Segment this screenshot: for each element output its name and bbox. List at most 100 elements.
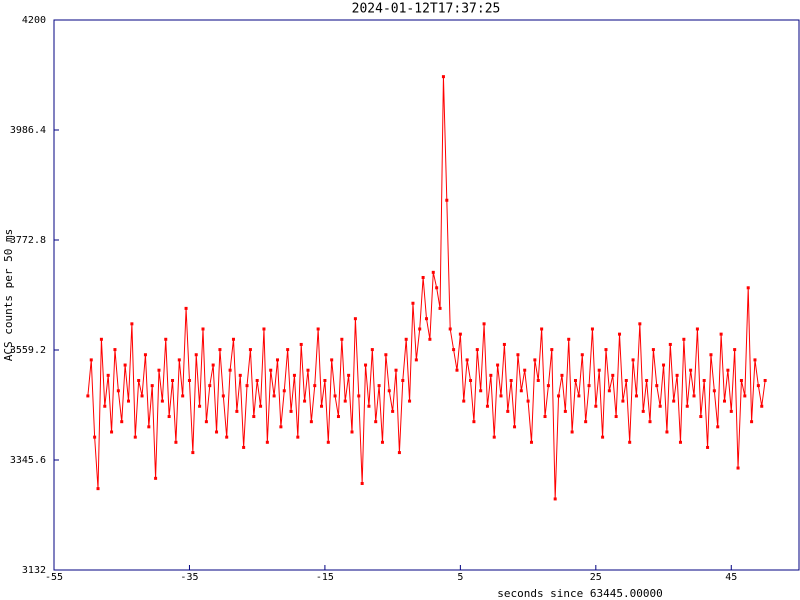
data-point xyxy=(306,368,310,372)
data-point xyxy=(492,435,496,439)
data-point xyxy=(529,440,533,444)
data-point xyxy=(452,348,456,352)
data-point xyxy=(218,348,222,352)
data-point xyxy=(482,322,486,326)
data-point xyxy=(655,384,659,388)
data-point xyxy=(455,368,459,372)
data-point xyxy=(604,348,608,352)
data-point xyxy=(394,368,398,372)
data-point xyxy=(309,420,313,424)
data-point xyxy=(658,404,662,408)
data-point xyxy=(116,389,120,393)
data-point xyxy=(140,394,144,398)
x-tick-label: 45 xyxy=(725,572,737,583)
data-point xyxy=(106,373,110,377)
data-point xyxy=(425,317,428,321)
x-tick-label: -35 xyxy=(180,572,198,583)
data-point xyxy=(574,378,577,382)
data-point xyxy=(672,399,676,403)
chart-title: 2024-01-12T17:37:25 xyxy=(352,2,501,17)
data-point xyxy=(377,384,381,388)
data-point xyxy=(641,409,645,413)
data-point xyxy=(648,420,652,424)
data-point xyxy=(509,378,513,382)
data-point xyxy=(299,342,303,346)
data-point xyxy=(472,420,476,424)
data-point xyxy=(587,384,591,388)
data-point xyxy=(259,404,263,408)
data-point xyxy=(96,487,100,491)
data-point xyxy=(397,451,401,455)
data-point xyxy=(563,409,567,413)
data-point xyxy=(485,404,489,408)
data-point xyxy=(408,399,412,403)
data-point xyxy=(668,342,672,346)
data-point xyxy=(431,270,435,274)
data-point xyxy=(303,399,307,403)
x-axis-label: seconds since 63445.00000 xyxy=(497,587,663,600)
data-point xyxy=(265,440,269,444)
data-point xyxy=(215,430,219,434)
data-point xyxy=(330,358,334,362)
data-point xyxy=(739,378,743,382)
data-point xyxy=(93,435,97,439)
data-point xyxy=(160,399,164,403)
data-point xyxy=(120,420,124,424)
data-point xyxy=(753,358,757,362)
data-point xyxy=(242,445,246,449)
data-point xyxy=(137,378,141,382)
data-point xyxy=(387,389,391,393)
data-point xyxy=(699,415,703,419)
data-point xyxy=(665,430,669,434)
data-point xyxy=(154,476,158,480)
y-tick-label: 3986.4 xyxy=(10,125,46,136)
data-point xyxy=(441,75,445,79)
data-point xyxy=(110,430,114,434)
data-point xyxy=(414,358,418,362)
data-point xyxy=(756,384,760,388)
data-point xyxy=(174,440,178,444)
data-point xyxy=(675,373,679,377)
data-point xyxy=(678,440,682,444)
x-tick-label: -55 xyxy=(45,572,63,583)
y-tick-label: 3132 xyxy=(22,565,46,576)
data-point xyxy=(570,430,574,434)
y-tick-label: 4200 xyxy=(22,15,46,26)
data-point xyxy=(367,404,371,408)
data-point xyxy=(523,368,527,372)
data-point xyxy=(364,363,368,367)
data-point xyxy=(567,337,571,341)
data-point xyxy=(621,399,625,403)
data-point xyxy=(438,306,442,310)
data-point xyxy=(235,409,239,413)
data-point xyxy=(286,348,290,352)
y-tick-label: 3772.8 xyxy=(10,235,46,246)
data-point xyxy=(171,378,175,382)
data-point xyxy=(289,409,293,413)
data-point xyxy=(360,481,364,485)
data-point xyxy=(411,301,415,305)
data-point xyxy=(326,440,330,444)
data-point xyxy=(103,404,107,408)
data-point xyxy=(662,363,666,367)
data-point xyxy=(130,322,134,326)
data-point xyxy=(458,332,462,336)
data-point xyxy=(201,327,205,331)
data-point xyxy=(614,415,618,419)
data-point xyxy=(123,363,127,367)
data-point xyxy=(211,363,215,367)
data-point xyxy=(692,394,696,398)
data-point xyxy=(560,373,564,377)
data-point xyxy=(370,348,374,352)
data-point xyxy=(519,389,523,393)
data-point xyxy=(292,373,296,377)
data-point xyxy=(750,420,754,424)
data-point xyxy=(695,327,699,331)
data-point xyxy=(709,353,713,357)
data-point xyxy=(418,327,422,331)
data-point xyxy=(272,394,276,398)
data-point xyxy=(712,389,716,393)
data-point xyxy=(516,353,520,357)
